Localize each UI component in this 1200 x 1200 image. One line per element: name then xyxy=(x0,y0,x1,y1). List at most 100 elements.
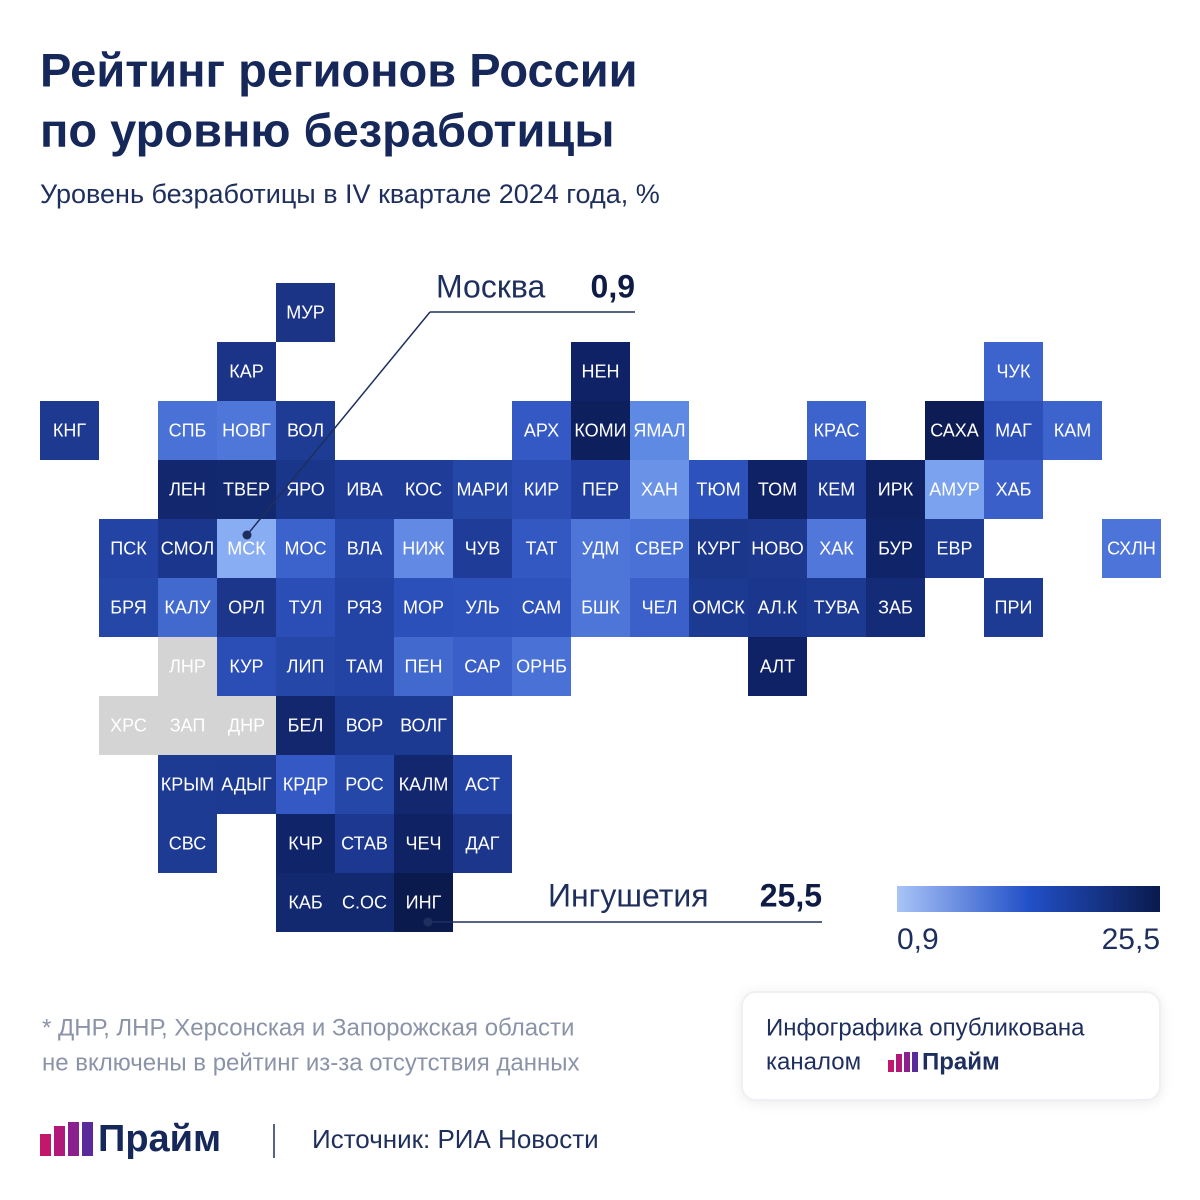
region-label: УЛЬ xyxy=(465,597,499,617)
region-label: ПЕР xyxy=(582,479,619,499)
region-label: ЗАП xyxy=(170,715,206,735)
region-tile xyxy=(748,637,807,696)
region-tile xyxy=(453,460,512,519)
legend-max: 25,5 xyxy=(1102,923,1160,956)
region-tile xyxy=(158,401,217,460)
region-tile xyxy=(276,578,335,637)
callout-dot xyxy=(423,917,433,927)
region-label: КОС xyxy=(405,479,442,499)
region-label: КРДР xyxy=(283,774,328,794)
region-label: СХЛН xyxy=(1107,538,1156,558)
region-label: ТУЛ xyxy=(289,597,323,617)
region-label: ЗАБ xyxy=(878,597,913,617)
region-tile xyxy=(217,578,276,637)
info-brand: Прайм xyxy=(922,1048,1000,1075)
region-label: БШК xyxy=(581,597,620,617)
region-label: АДЫГ xyxy=(221,774,272,794)
region-tile xyxy=(158,460,217,519)
region-label: МСК xyxy=(227,538,266,558)
region-tile xyxy=(689,519,748,578)
region-label: АСТ xyxy=(465,774,500,794)
region-label: ВОЛ xyxy=(287,420,324,440)
region-tile xyxy=(276,519,335,578)
region-tile xyxy=(217,696,276,755)
region-tile xyxy=(571,578,630,637)
region-tile xyxy=(335,814,394,873)
region-label: НОВО xyxy=(751,538,803,558)
region-label: ПСК xyxy=(110,538,147,558)
region-tile xyxy=(276,637,335,696)
region-tile xyxy=(158,578,217,637)
region-label: КЧР xyxy=(288,833,323,853)
region-label: КАМ xyxy=(1054,420,1092,440)
region-label: КАБ xyxy=(288,892,322,912)
region-tile xyxy=(866,519,925,578)
region-tile xyxy=(984,578,1043,637)
region-tile xyxy=(512,637,571,696)
region-label: КУРГ xyxy=(697,538,741,558)
region-label: ИРК xyxy=(878,479,914,499)
region-label: ИНГ xyxy=(406,892,442,912)
callout-name: Москва xyxy=(436,268,545,304)
region-label: ЕВР xyxy=(936,538,972,558)
region-label: САМ xyxy=(522,597,562,617)
region-label: ОРЛ xyxy=(228,597,265,617)
callout-value: 0,9 xyxy=(591,268,635,304)
footnote: * ДНР, ЛНР, Херсонская и Запорожская обл… xyxy=(42,1014,574,1041)
region-tile xyxy=(571,460,630,519)
region-tile xyxy=(1102,519,1161,578)
region-tile xyxy=(335,696,394,755)
region-tile xyxy=(217,519,276,578)
region-label: ИВА xyxy=(346,479,382,499)
logo-text: Прайм xyxy=(98,1118,221,1160)
region-tile xyxy=(158,637,217,696)
region-label: МАГ xyxy=(995,420,1032,440)
region-label: ХРС xyxy=(110,715,147,735)
info-text: каналом xyxy=(766,1048,861,1075)
region-tile xyxy=(984,460,1043,519)
region-tile xyxy=(984,342,1043,401)
region-label: ЛНР xyxy=(169,656,206,676)
region-tile xyxy=(1043,401,1102,460)
region-tile xyxy=(217,342,276,401)
region-label: КРЫМ xyxy=(161,774,214,794)
region-label: МОС xyxy=(285,538,327,558)
brand-icon xyxy=(888,1052,918,1072)
region-label: ТЮМ xyxy=(696,479,740,499)
subtitle: Уровень безработицы в IV квартале 2024 г… xyxy=(40,179,660,209)
region-label: КИР xyxy=(524,479,559,499)
region-label: АЛ.К xyxy=(758,597,798,617)
region-label: ЧУВ xyxy=(465,538,500,558)
title-line: по уровню безработицы xyxy=(40,103,614,156)
region-label: КАР xyxy=(229,361,264,381)
region-tile xyxy=(335,519,394,578)
callout-leader xyxy=(246,311,431,536)
region-label: ТОМ xyxy=(758,479,797,499)
region-label: ЧУК xyxy=(997,361,1031,381)
region-label: СВС xyxy=(169,833,206,853)
region-tile xyxy=(217,637,276,696)
region-label: СПБ xyxy=(169,420,207,440)
region-tile xyxy=(453,578,512,637)
region-label: БЕЛ xyxy=(288,715,324,735)
region-tile xyxy=(630,578,689,637)
region-tile xyxy=(866,578,925,637)
region-tile xyxy=(99,578,158,637)
region-label: ДНР xyxy=(228,715,265,735)
region-tile xyxy=(512,519,571,578)
region-tile xyxy=(689,460,748,519)
region-label: БУР xyxy=(878,538,913,558)
region-tile xyxy=(335,873,394,932)
region-tile xyxy=(217,460,276,519)
region-label: ТАТ xyxy=(526,538,558,558)
title-line: Рейтинг регионов России xyxy=(40,43,638,96)
region-tile xyxy=(630,519,689,578)
region-tile xyxy=(394,519,453,578)
region-tile xyxy=(748,519,807,578)
region-label: СТАВ xyxy=(341,833,388,853)
region-label: КОМИ xyxy=(574,420,626,440)
region-tile xyxy=(571,401,630,460)
info-box xyxy=(741,991,1161,1101)
region-label: ПРИ xyxy=(995,597,1033,617)
